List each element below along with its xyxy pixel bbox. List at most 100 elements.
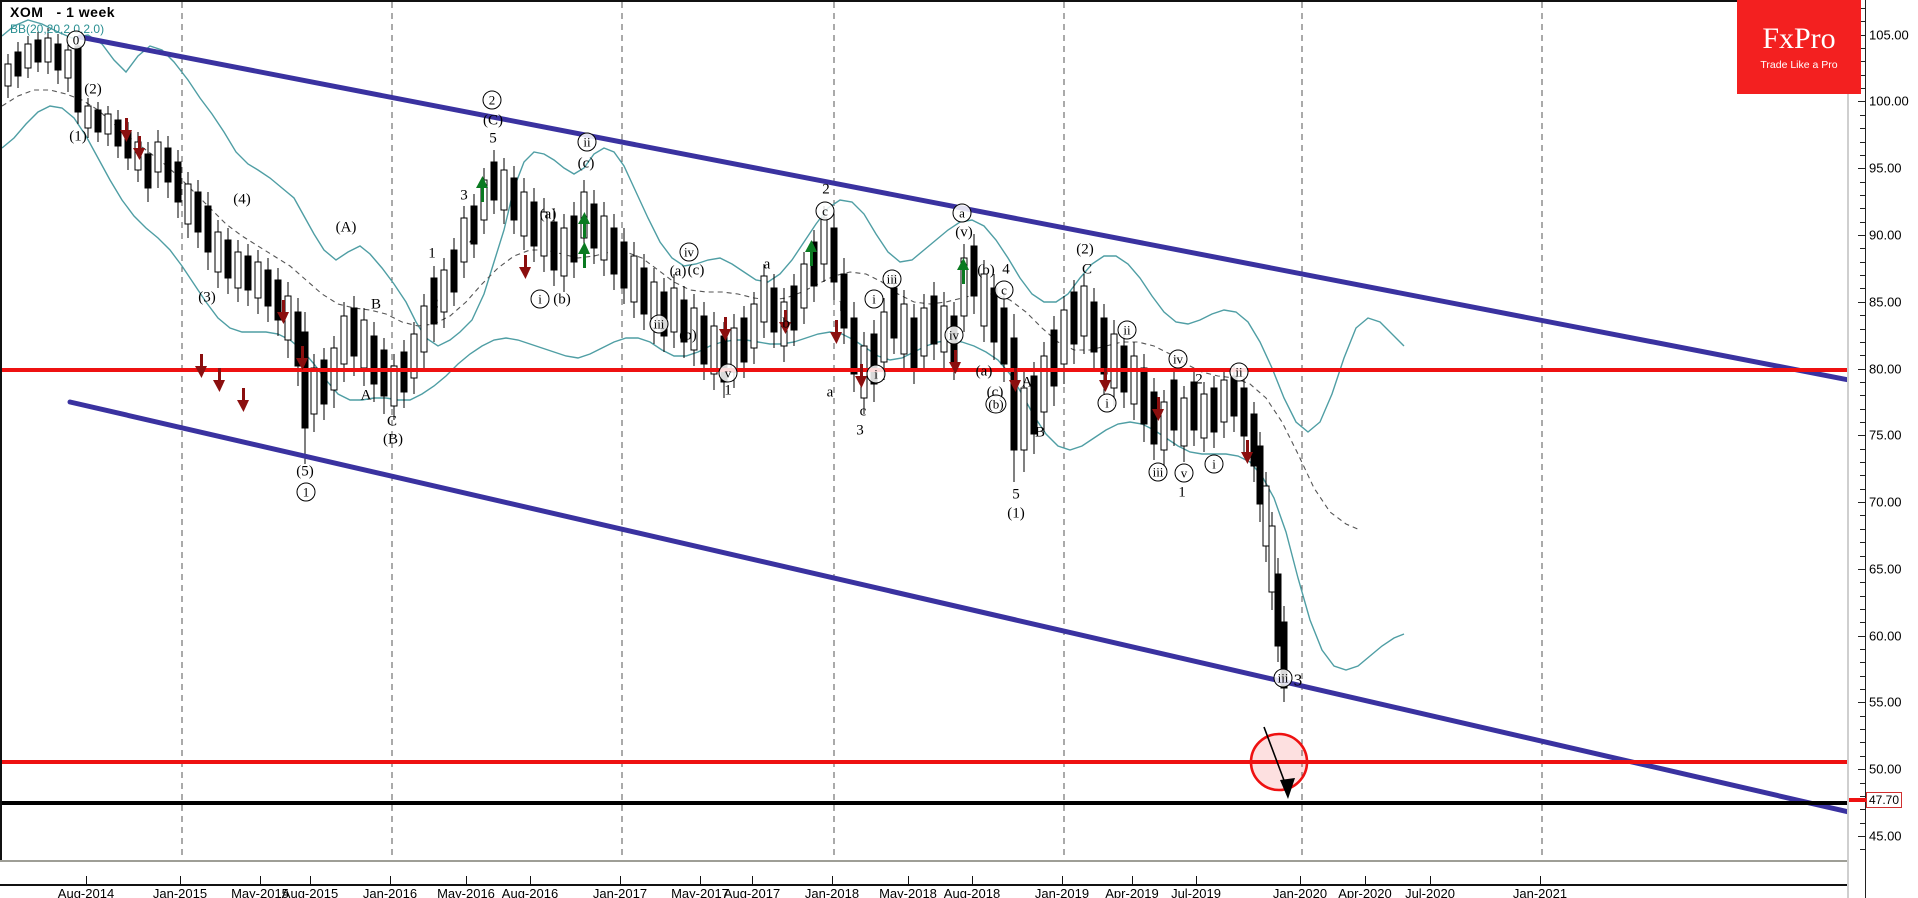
date-axis-label: Jan-2016 xyxy=(362,886,418,898)
last-price-marker xyxy=(1849,797,1866,802)
price-axis-label: 75.00 xyxy=(1869,427,1902,443)
date-tick xyxy=(86,876,87,885)
wave-label: A xyxy=(360,387,372,404)
price-axis-label: 65.00 xyxy=(1869,561,1902,577)
wave-label: 4 xyxy=(469,232,477,249)
wave-label: iii xyxy=(882,269,902,289)
date-axis-label: May-2017 xyxy=(671,886,729,898)
price-tick-minor xyxy=(1860,662,1866,664)
date-axis-label: Jul-2019 xyxy=(1171,886,1221,898)
wave-label: (5) xyxy=(296,463,314,480)
price-axis-label: 105.00 xyxy=(1869,27,1909,43)
price-tick-major xyxy=(1858,435,1866,437)
wave-label: 1 xyxy=(428,245,436,262)
price-axis-label: 100.00 xyxy=(1869,93,1909,109)
wave-label: i xyxy=(864,289,884,309)
symbol-title: XOM - 1 week xyxy=(10,4,116,20)
price-tick-minor xyxy=(1860,328,1866,330)
date-tick xyxy=(1430,876,1431,885)
indicator-label: BB(20,20,2.0,2.0) xyxy=(10,22,105,36)
date-axis-label: Jan-2018 xyxy=(804,886,860,898)
date-tick xyxy=(260,876,261,885)
wave-label: (c) xyxy=(687,262,705,279)
price-tick-minor xyxy=(1860,154,1866,156)
price-tick-minor xyxy=(1860,74,1866,76)
fxpro-brand-text: FxPro xyxy=(1762,21,1836,55)
price-tick-minor xyxy=(1860,782,1866,784)
date-tick xyxy=(1300,876,1301,885)
price-axis[interactable]: 105.00 100.00 95.00 90.00 85.00 80.00 75.00 70.… xyxy=(1847,0,1918,898)
chart-plot-area[interactable]: XOM - 1 week BB(20,20,2.0,2.0) 0 (2) (1) (4… xyxy=(0,0,1847,860)
wave-label: (1) xyxy=(1007,505,1025,522)
price-tick-minor xyxy=(1860,462,1866,464)
price-tick-minor xyxy=(1860,822,1866,824)
date-axis-label: Jan-2021 xyxy=(1512,886,1568,898)
wave-label: (c) xyxy=(577,155,595,172)
date-axis-spine xyxy=(0,884,1847,886)
price-tick-minor xyxy=(1860,795,1866,797)
wave-label: 1 xyxy=(724,382,732,399)
date-tick xyxy=(832,876,833,885)
date-axis-label: Aug-2017 xyxy=(723,886,781,898)
wave-label: (B) xyxy=(383,431,403,448)
date-tick xyxy=(752,876,753,885)
date-tick xyxy=(1062,876,1063,885)
wave-label: i xyxy=(1204,454,1224,474)
wave-label: (b) xyxy=(553,291,571,308)
wave-label: (a) xyxy=(975,363,993,380)
wave-label: iii xyxy=(1273,668,1293,688)
date-axis-label: Jan-2020 xyxy=(1272,886,1328,898)
last-price-badge: 47.70 xyxy=(1866,791,1903,808)
price-tick-minor xyxy=(1860,221,1866,223)
price-tick-minor xyxy=(1860,261,1866,263)
price-tick-major xyxy=(1858,835,1866,837)
price-tick-minor xyxy=(1860,448,1866,450)
date-axis-label: May-2015 xyxy=(231,886,289,898)
price-tick-minor xyxy=(1860,421,1866,423)
wave-label: iv xyxy=(944,325,964,345)
wave-label: a xyxy=(826,384,834,401)
fxpro-tagline: Trade Like a Pro xyxy=(1760,58,1838,71)
price-tick-minor xyxy=(1860,315,1866,317)
wave-label: iii xyxy=(1148,462,1168,482)
wave-label: C xyxy=(1081,261,1093,278)
date-axis-label: Jan-2017 xyxy=(592,886,648,898)
wave-label: c xyxy=(815,201,835,221)
date-axis-label: Jan-2019 xyxy=(1034,886,1090,898)
price-tick-minor xyxy=(1860,408,1866,410)
price-tick-major xyxy=(1858,235,1866,237)
price-tick-minor xyxy=(1860,622,1866,624)
price-tick-minor xyxy=(1860,475,1866,477)
price-tick-minor xyxy=(1860,208,1866,210)
price-tick-minor xyxy=(1860,181,1866,183)
wave-label: iii xyxy=(649,314,669,334)
price-tick-minor xyxy=(1860,608,1866,610)
wave-label: 2 xyxy=(822,181,830,198)
wave-label: 4 xyxy=(1002,261,1010,278)
candlestick-series xyxy=(4,28,1288,702)
wave-label: (2) xyxy=(84,81,102,98)
wave-label: (1) xyxy=(69,128,87,145)
wave-label: v xyxy=(1174,463,1194,483)
date-axis[interactable]: Aug-2014 Jan-2015 May-2015 Aug-2015 Jan-2016… xyxy=(0,860,1847,898)
wave-label: 3 xyxy=(856,422,864,439)
wave-label: 5 xyxy=(489,130,497,147)
sell-signal-arrows xyxy=(120,118,1253,464)
wave-label: i xyxy=(530,289,550,309)
price-axis-label: 70.00 xyxy=(1869,494,1902,510)
wave-label: ii xyxy=(1117,320,1137,340)
date-axis-label: May-2016 xyxy=(437,886,495,898)
price-tick-minor xyxy=(1860,288,1866,290)
price-tick-major xyxy=(1858,502,1866,504)
price-tick-major xyxy=(1858,702,1866,704)
price-tick-minor xyxy=(1860,649,1866,650)
wave-label: i xyxy=(1097,393,1117,413)
price-tick-minor xyxy=(1860,48,1866,50)
wave-label: ii xyxy=(1229,362,1249,382)
price-tick-minor xyxy=(1860,595,1866,597)
price-axis-label: 50.00 xyxy=(1869,761,1902,777)
price-tick-minor xyxy=(1860,689,1866,691)
price-tick-major xyxy=(1858,368,1866,370)
date-tick xyxy=(620,876,621,885)
